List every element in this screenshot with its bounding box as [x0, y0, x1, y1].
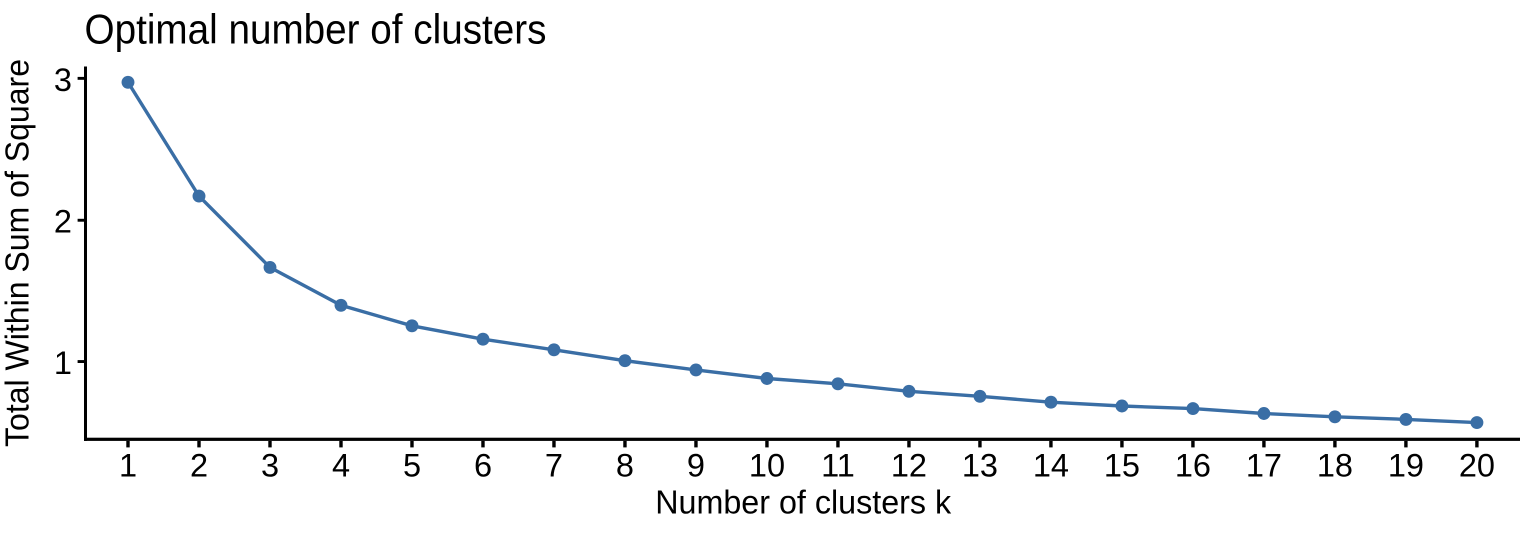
svg-text:1: 1: [54, 345, 72, 381]
svg-text:2: 2: [54, 204, 72, 240]
svg-text:18: 18: [1317, 448, 1353, 484]
svg-text:Total Within Sum of Square: Total Within Sum of Square: [0, 59, 36, 447]
svg-text:3: 3: [261, 448, 279, 484]
svg-text:6: 6: [474, 448, 492, 484]
svg-text:1: 1: [119, 448, 137, 484]
svg-text:14: 14: [1033, 448, 1069, 484]
svg-text:3: 3: [54, 62, 72, 98]
svg-text:Optimal number of clusters: Optimal number of clusters: [85, 6, 547, 53]
svg-text:10: 10: [749, 448, 785, 484]
svg-text:4: 4: [332, 448, 350, 484]
svg-text:5: 5: [403, 448, 421, 484]
svg-text:15: 15: [1104, 448, 1140, 484]
svg-text:11: 11: [821, 448, 855, 484]
svg-text:12: 12: [891, 448, 927, 484]
svg-text:17: 17: [1246, 448, 1282, 484]
svg-text:19: 19: [1388, 448, 1424, 484]
svg-text:Number of clusters k: Number of clusters k: [655, 484, 951, 521]
svg-text:13: 13: [962, 448, 998, 484]
svg-text:16: 16: [1175, 448, 1211, 484]
svg-text:8: 8: [616, 448, 634, 484]
svg-text:20: 20: [1459, 448, 1495, 484]
svg-text:7: 7: [545, 448, 563, 484]
svg-text:9: 9: [687, 448, 705, 484]
svg-text:2: 2: [190, 448, 208, 484]
